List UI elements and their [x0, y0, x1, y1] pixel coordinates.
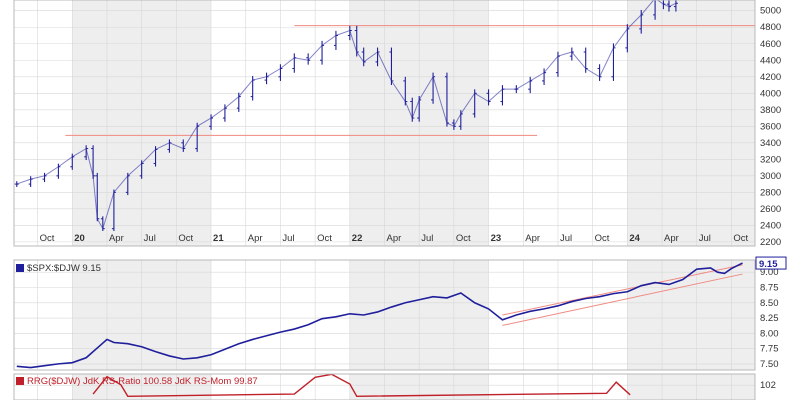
- x-tick-label: 21: [213, 233, 224, 244]
- price-y-tick-label: 3600: [760, 121, 781, 132]
- ratio-y-tick-label: 8.25: [760, 313, 779, 324]
- price-y-tick-label: 5000: [760, 6, 781, 17]
- x-tick-label: Jul: [282, 233, 294, 244]
- price-y-tick-label: 2400: [760, 220, 781, 231]
- ratio-channel-line: [502, 264, 743, 316]
- price-y-tick-label: 4600: [760, 39, 781, 50]
- price-y-tick-label: 4400: [760, 55, 781, 66]
- x-tick-label: 23: [491, 233, 502, 244]
- x-tick-label: Jul: [560, 233, 572, 244]
- ratio-y-tick-label: 8.00: [760, 328, 779, 339]
- x-tick-label: Oct: [317, 233, 332, 244]
- ratio-y-tick-label: 8.75: [760, 283, 779, 294]
- x-tick-label: Apr: [109, 233, 124, 244]
- price-y-tick-label: 3800: [760, 105, 781, 116]
- x-tick-label: Jul: [699, 233, 711, 244]
- x-tick-label: Apr: [525, 233, 540, 244]
- ratio-y-tick-label: 8.50: [760, 298, 779, 309]
- ratio-y-tick-label: 7.50: [760, 359, 779, 370]
- ratio-last-value: 9.15: [759, 259, 778, 270]
- x-tick-label: Jul: [144, 233, 156, 244]
- x-tick-label: Apr: [248, 233, 263, 244]
- x-tick-label: Jul: [421, 233, 433, 244]
- price-y-tick-label: 4000: [760, 88, 781, 99]
- x-tick-label: Oct: [595, 233, 610, 244]
- price-y-tick-label: 3000: [760, 171, 781, 182]
- price-y-tick-label: 2800: [760, 187, 781, 198]
- x-tick-label: 24: [629, 233, 640, 244]
- price-y-tick-label: 3400: [760, 138, 781, 149]
- x-tick-label: Oct: [178, 233, 193, 244]
- x-tick-label: Oct: [733, 233, 748, 244]
- price-y-tick-label: 4200: [760, 72, 781, 83]
- ratio-channel-line: [502, 273, 743, 326]
- legend-layer: $SPX:$DJW 9.15 RRG($DJW) JdK RS-Ratio 10…: [16, 263, 258, 387]
- ratio-y-tick-label: 7.75: [760, 344, 779, 355]
- x-tick-label: Apr: [387, 233, 402, 244]
- x-tick-label: 22: [352, 233, 363, 244]
- axis-labels: Oct 20 Apr Jul Oct 21 Apr Jul Oct 22 Apr Jul Oct 23 Ap…: [40, 6, 787, 391]
- rrg-ratio-line: [92, 373, 631, 397]
- price-y-tick-label: 2200: [760, 237, 781, 248]
- rrg-legend: RRG($DJW) JdK RS-Ratio 100.58 JdK RS-Mom…: [27, 376, 258, 387]
- year-band: [627, 260, 755, 370]
- ratio-panel-frame: [13, 259, 756, 371]
- ratio-legend-swatch: [16, 264, 24, 272]
- ratio-y-tick-label: 9.00: [760, 267, 779, 278]
- year-band: [627, 374, 755, 400]
- ratio-series-line: [16, 262, 743, 369]
- price-y-tick-label: 4800: [760, 22, 781, 33]
- price-y-tick-label: 2600: [760, 204, 781, 215]
- x-tick-label: Apr: [664, 233, 679, 244]
- x-tick-label: 20: [74, 233, 85, 244]
- grid-lines: [14, 0, 755, 400]
- panel-frames: [13, 0, 756, 401]
- ratio-last-value-box: [755, 256, 787, 270]
- price-panel-frame: [13, 0, 756, 247]
- ratio-legend: $SPX:$DJW 9.15: [27, 263, 101, 274]
- series-layer: [14, 0, 755, 397]
- rrg-y-tick-label: 102: [760, 380, 776, 391]
- price-y-tick-label: 3200: [760, 154, 781, 165]
- rrg-legend-swatch: [16, 377, 24, 385]
- x-tick-label: Oct: [40, 233, 55, 244]
- year-band: [627, 0, 755, 246]
- x-tick-label: Oct: [456, 233, 471, 244]
- price-trend-line: [16, 0, 677, 230]
